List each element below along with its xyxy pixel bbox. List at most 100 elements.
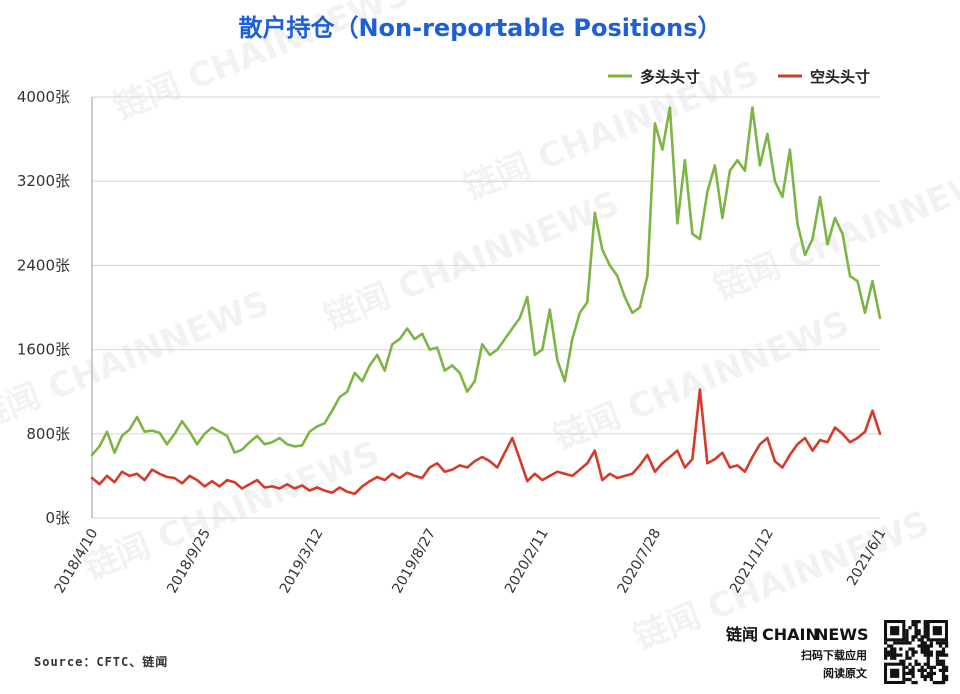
- watermark-text: 链闻 CHAINNEWS: [548, 304, 854, 459]
- qr-module: [926, 671, 930, 676]
- qr-module: [926, 647, 930, 651]
- chart-title: 散户持仓（Non-reportable Positions）: [238, 14, 721, 42]
- qr-module: [941, 665, 946, 669]
- qr-module: [938, 659, 943, 663]
- qr-module: [917, 620, 921, 624]
- source-note: Source：CFTC、链闻: [34, 654, 168, 669]
- qr-module: [917, 629, 921, 633]
- qr-module: [914, 632, 918, 636]
- qr-module: [911, 635, 915, 639]
- qr-module: [935, 659, 940, 663]
- qr-module: [890, 647, 894, 651]
- qr-module: [941, 647, 946, 651]
- qr-module: [938, 668, 943, 673]
- qr-module: [941, 671, 946, 676]
- qr-module: [893, 653, 897, 657]
- qr-module: [941, 674, 946, 679]
- qr-module: [905, 641, 909, 645]
- qr-module: [908, 656, 912, 660]
- qr-module: [884, 656, 888, 660]
- qr-module: [917, 662, 921, 666]
- qr-module: [911, 665, 915, 669]
- qr-finder-core: [890, 668, 900, 678]
- qr-module: [920, 638, 924, 642]
- qr-module: [890, 653, 894, 657]
- qr-module: [941, 662, 946, 666]
- qr-module: [911, 638, 915, 642]
- qr-module: [923, 629, 927, 633]
- qr-module: [905, 650, 909, 654]
- qr-module: [905, 653, 909, 657]
- qr-module: [926, 662, 930, 666]
- qr-module: [905, 677, 909, 682]
- qr-module: [893, 656, 897, 660]
- qr-module: [908, 647, 912, 651]
- qr-module: [902, 641, 906, 645]
- qr-module: [944, 644, 949, 648]
- qr-module: [935, 650, 940, 654]
- qr-module: [929, 668, 933, 673]
- y-tick-label: 1600张: [17, 341, 70, 359]
- qr-module: [920, 665, 924, 669]
- qr-module: [917, 638, 921, 642]
- qr-module: [911, 668, 915, 673]
- qr-module: [899, 659, 903, 663]
- qr-code-icon[interactable]: [884, 620, 949, 685]
- brand-name-chain: CHAIN: [762, 625, 819, 644]
- qr-module: [890, 656, 894, 660]
- qr-module: [923, 620, 927, 624]
- qr-module: [923, 623, 927, 627]
- qr-module: [905, 638, 909, 642]
- qr-module: [911, 674, 915, 679]
- qr-module: [896, 653, 900, 657]
- qr-module: [929, 674, 933, 679]
- qr-module: [908, 677, 912, 682]
- qr-finder-core: [932, 626, 942, 636]
- qr-module: [908, 662, 912, 666]
- grid-lines: [91, 96, 880, 519]
- x-tick-label: 2020/7/28: [615, 526, 665, 596]
- qr-module: [905, 665, 909, 669]
- qr-module: [923, 653, 927, 657]
- watermark-text: 链闻 CHAINNEWS: [0, 284, 275, 439]
- qr-module: [938, 653, 943, 657]
- x-tick-label: 2019/3/12: [277, 526, 327, 596]
- qr-module: [923, 674, 927, 679]
- qr-module: [911, 647, 915, 651]
- qr-module: [929, 677, 933, 682]
- qr-module: [926, 644, 930, 648]
- qr-module: [941, 641, 946, 645]
- qr-module: [914, 623, 918, 627]
- qr-module: [920, 644, 924, 648]
- qr-module: [920, 647, 924, 651]
- qr-module: [929, 671, 933, 676]
- qr-module: [935, 662, 940, 666]
- qr-module: [926, 656, 930, 660]
- qr-module: [911, 680, 915, 685]
- qr-module: [920, 635, 924, 639]
- series-line-long: [90, 106, 882, 457]
- qr-module: [911, 653, 915, 657]
- qr-module: [899, 647, 903, 651]
- brand-block: 链闻 CHAIN NEWS 扫码下载应用 阅读原文: [726, 620, 949, 685]
- chart-legend: 多头头寸 空头头寸: [608, 68, 870, 86]
- qr-module: [929, 641, 933, 645]
- qr-module: [938, 662, 943, 666]
- qr-module: [935, 653, 940, 657]
- qr-module: [923, 650, 927, 654]
- qr-module: [890, 644, 894, 648]
- series-layer: [90, 106, 882, 496]
- qr-module: [905, 629, 909, 633]
- legend-label-long: 多头头寸: [640, 68, 700, 86]
- qr-module: [941, 680, 946, 685]
- qr-module: [941, 668, 946, 673]
- qr-module: [905, 635, 909, 639]
- qr-module: [938, 644, 943, 648]
- y-tick-label: 0张: [45, 509, 70, 527]
- qr-module: [944, 665, 949, 669]
- qr-module: [929, 650, 933, 654]
- qr-module: [887, 644, 891, 648]
- y-axis-ticks: 0张 800张 1600张 2400张 3200张 4000张: [17, 88, 70, 527]
- qr-module: [941, 653, 946, 657]
